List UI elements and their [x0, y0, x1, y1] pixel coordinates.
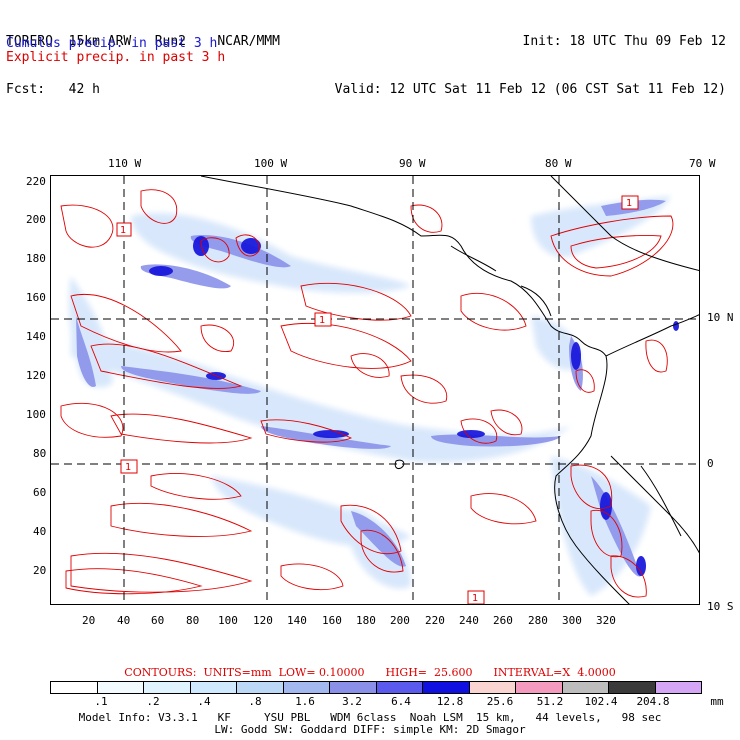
physics-info: LW: Godd SW: Goddard DIFF: simple KM: 2D…	[214, 723, 526, 736]
y-tick: 60	[33, 486, 47, 499]
cumulus-field-label: Cumulus precip. in past 3 h	[6, 36, 218, 51]
colorbar-swatch	[562, 682, 609, 693]
lat-label-0: 0	[707, 457, 714, 470]
colorbar-swatch	[376, 682, 423, 693]
y-tick: 80	[33, 447, 47, 460]
y-tick: 100	[26, 408, 46, 421]
y-tick: 120	[26, 369, 46, 382]
y-tick: 40	[33, 525, 47, 538]
lon-label-100w: 100 W	[254, 157, 288, 170]
colorbar-label: 1.6	[295, 695, 315, 708]
valid-time: Valid: 12 UTC Sat 11 Feb 12 (06 CST Sat …	[334, 82, 726, 97]
x-tick: 120	[253, 614, 273, 627]
colorbar-swatch	[283, 682, 330, 693]
header-left: TORERO 15km ARW Run2 NCAR/MMM Fcst: 42 h	[6, 2, 280, 114]
colorbar-label: 204.8	[636, 695, 670, 708]
colorbar-label: 51.2	[536, 695, 564, 708]
colorbar-label: .4	[197, 695, 211, 708]
header-right: Init: 18 UTC Thu 09 Feb 12 Valid: 12 UTC…	[335, 2, 726, 114]
colorbar-swatch	[423, 682, 470, 693]
x-tick: 200	[390, 614, 410, 627]
colorbar-swatch	[51, 682, 98, 693]
colorbar-label: 12.8	[436, 695, 464, 708]
run-title: TORERO 15km ARW Run2 NCAR/MMM	[6, 34, 280, 49]
max-marker: 1	[472, 593, 478, 604]
colorbar-label: 25.6	[486, 695, 514, 708]
y-tick: 180	[26, 252, 46, 265]
cumulus-heavy-shading	[149, 236, 679, 576]
init-time: Init: 18 UTC Thu 09 Feb 12	[522, 34, 727, 49]
colorbar-swatch	[469, 682, 516, 693]
colorbar-swatch	[190, 682, 237, 693]
x-tick: 320	[596, 614, 616, 627]
colorbar-unit: mm	[710, 695, 724, 708]
y-tick: 20	[33, 564, 47, 577]
explicit-precip-contours	[60, 189, 674, 598]
map-canvas: 1 1 1 1 1	[51, 176, 699, 604]
forecast-hour: Fcst: 42 h	[6, 82, 100, 97]
max-marker: 1	[120, 225, 126, 236]
colorbar-swatch	[144, 682, 191, 693]
x-tick: 260	[493, 614, 513, 627]
colorbar-label: .2	[146, 695, 160, 708]
colorbar-swatch	[330, 682, 377, 693]
coastlines	[200, 176, 699, 604]
x-tick: 140	[287, 614, 307, 627]
y-tick: 160	[26, 291, 46, 304]
colorbar-swatch	[516, 682, 563, 693]
lon-label-110w: 110 W	[108, 157, 142, 170]
x-tick: 280	[528, 614, 548, 627]
x-tick: 60	[151, 614, 165, 627]
colorbar-swatch	[655, 682, 701, 693]
colorbar-label: 6.4	[391, 695, 411, 708]
colorbar-swatch	[97, 682, 144, 693]
colorbar-label: 102.4	[584, 695, 618, 708]
max-marker: 1	[125, 462, 131, 473]
x-tick: 40	[117, 614, 131, 627]
x-tick: 300	[562, 614, 582, 627]
x-tick: 80	[186, 614, 200, 627]
colorbar-label: 3.2	[342, 695, 362, 708]
x-tick: 100	[218, 614, 238, 627]
lon-label-90w: 90 W	[399, 157, 426, 170]
colorbar	[50, 681, 702, 694]
precip-max-markers: 1 1 1 1 1	[116, 195, 639, 604]
contour-info: CONTOURS: UNITS=mm LOW= 0.10000 HIGH= 25…	[124, 666, 616, 679]
lat-label-10s: 10 S	[707, 600, 734, 613]
y-tick: 220	[26, 175, 46, 188]
latlon-grid	[51, 176, 699, 604]
explicit-field-label: Explicit precip. in past 3 h	[6, 50, 226, 65]
max-marker: 1	[319, 315, 325, 326]
colorbar-swatch	[609, 682, 656, 693]
x-tick: 20	[82, 614, 96, 627]
x-tick: 240	[459, 614, 479, 627]
x-tick: 160	[322, 614, 342, 627]
lon-label-70w: 70 W	[689, 157, 716, 170]
lon-label-80w: 80 W	[545, 157, 572, 170]
colorbar-swatch	[237, 682, 284, 693]
y-tick: 140	[26, 330, 46, 343]
x-tick: 180	[356, 614, 376, 627]
y-tick: 200	[26, 213, 46, 226]
colorbar-label: .1	[94, 695, 108, 708]
precip-map: 1 1 1 1 1	[50, 175, 700, 605]
lat-label-10n: 10 N	[707, 311, 734, 324]
x-tick: 220	[425, 614, 445, 627]
max-marker: 1	[626, 198, 632, 209]
model-info: Model Info: V3.3.1 KF YSU PBL WDM 6class…	[78, 711, 662, 724]
colorbar-label: .8	[248, 695, 262, 708]
